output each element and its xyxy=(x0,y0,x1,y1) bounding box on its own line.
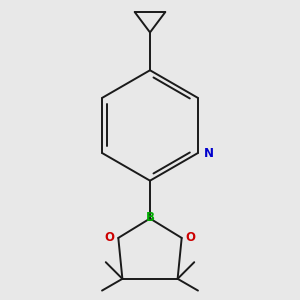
Text: B: B xyxy=(146,211,154,224)
Text: N: N xyxy=(204,147,214,160)
Text: O: O xyxy=(105,231,115,244)
Text: O: O xyxy=(185,231,195,244)
